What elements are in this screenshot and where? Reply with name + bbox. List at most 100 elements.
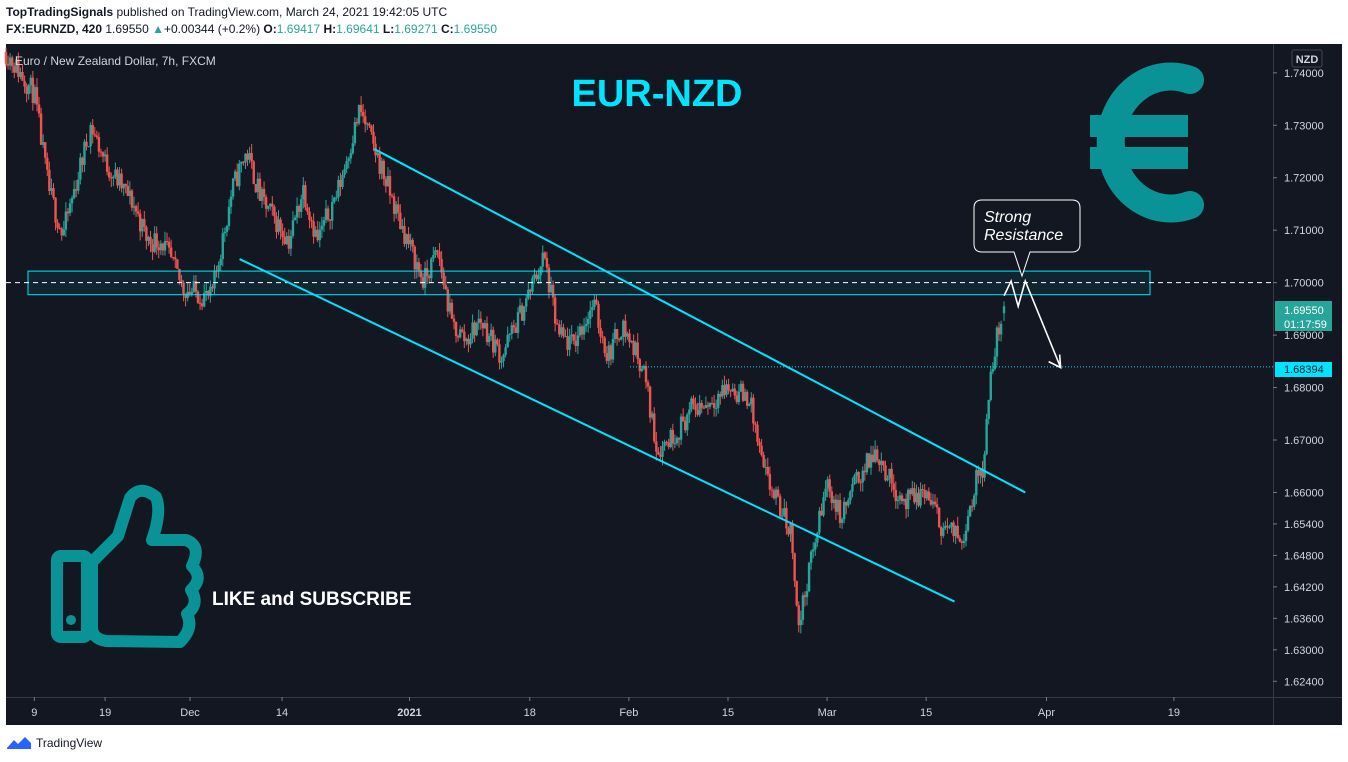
candle-body [760, 445, 763, 455]
candle-body [727, 384, 730, 391]
candle-body [640, 368, 644, 372]
candle-body [586, 318, 590, 325]
candle-body [979, 469, 982, 476]
candle-body [599, 327, 602, 337]
series-title: Euro / New Zealand Dollar, 7h, FXCM [15, 54, 216, 68]
candle-body [793, 553, 796, 581]
candle-body [529, 289, 532, 292]
candle-body [909, 489, 912, 495]
candle-body [962, 541, 966, 543]
candle-body [789, 523, 792, 535]
candle-body [264, 197, 268, 209]
candle-body [615, 329, 619, 339]
candle-body [438, 251, 441, 260]
candle-body [595, 299, 598, 304]
candle-body [452, 318, 456, 322]
candle-body [646, 382, 650, 387]
candle-body [991, 368, 995, 372]
candle-body [138, 213, 142, 232]
candle-body [411, 239, 414, 247]
candle-body [126, 185, 130, 196]
candle-body [752, 397, 755, 424]
candle-body [6, 63, 10, 66]
candle-body [494, 339, 497, 353]
candle-body [376, 153, 379, 156]
candle-body [273, 206, 276, 217]
candle-body [525, 298, 528, 307]
candle-body [966, 516, 970, 531]
candle-body [952, 522, 955, 537]
candle-body [745, 391, 749, 406]
candle-body [921, 489, 924, 491]
candle-body [514, 327, 518, 333]
candle-body [48, 169, 51, 191]
candle-body [254, 184, 258, 193]
candle-body [52, 187, 55, 198]
candle-body [750, 397, 753, 404]
candle-body [401, 226, 404, 230]
candle-body [673, 443, 677, 445]
price-tick-label: 1.64800 [1284, 550, 1324, 562]
candle-body [582, 326, 586, 335]
candle-body [878, 460, 881, 465]
candle-body [983, 454, 986, 478]
candle-body [227, 206, 231, 227]
footer-brand: TradingView [36, 736, 103, 750]
candle-body [923, 489, 926, 499]
candle-body [50, 187, 53, 191]
candle-body [21, 71, 24, 81]
candle-body [667, 442, 670, 447]
candle-body [960, 541, 964, 543]
time-axis[interactable]: 9 19 Dec 14 2021 18 Feb 15 Mar 15 Apr 19 [31, 697, 1180, 719]
tradingview-footer[interactable]: TradingView [6, 736, 102, 750]
change-arrow: ▲ [152, 22, 164, 36]
last-candle-body [1002, 306, 1006, 314]
candle-body [430, 258, 433, 279]
currency-badge-box[interactable] [1291, 49, 1323, 68]
like-subscribe-text: LIKE and SUBSCRIBE [212, 589, 412, 610]
candle-body [15, 59, 18, 73]
candle-body [471, 322, 474, 339]
change-value: +0.00344 (+0.2%) [164, 22, 261, 36]
candle-body [791, 523, 794, 554]
price-badge-box [1275, 301, 1332, 331]
candle-body [378, 153, 381, 174]
candle-body [593, 299, 596, 308]
candle-body [781, 515, 784, 517]
candle-body [601, 336, 604, 338]
candle-body [719, 393, 722, 397]
candle-body [845, 501, 848, 506]
candle-body [605, 352, 608, 361]
candle-body [975, 469, 978, 496]
candle-body [677, 437, 681, 440]
candle-body [163, 241, 167, 251]
candle-body [964, 530, 968, 542]
candle-body [828, 479, 831, 492]
candle-body [942, 528, 945, 536]
candle-body [741, 383, 745, 401]
open-label: O: [263, 22, 277, 36]
candle-body [642, 366, 646, 369]
candle-body [948, 526, 951, 528]
candle-body [809, 551, 813, 563]
price-badge: 1.69550 [1284, 305, 1324, 317]
candle-body [29, 77, 32, 86]
candle-body [83, 141, 86, 165]
candle-body [570, 334, 573, 337]
candle-body [508, 333, 511, 335]
candle-body [993, 356, 997, 369]
candle-body [399, 212, 402, 230]
candle-body [141, 219, 144, 232]
author-name[interactable]: TopTradingSignals [6, 5, 114, 19]
candle-body [756, 424, 759, 442]
candle-body [236, 171, 239, 187]
candle-body [698, 402, 701, 415]
candle-body [884, 465, 887, 481]
candle-body [568, 336, 571, 350]
candle-body [310, 219, 313, 222]
candle-body [64, 211, 68, 230]
price-axis[interactable]: 1.74000 1.73000 1.72000 1.71000 1.70000 1.690… [1273, 68, 1324, 688]
candle-body [434, 250, 437, 256]
candle-body [172, 257, 175, 259]
